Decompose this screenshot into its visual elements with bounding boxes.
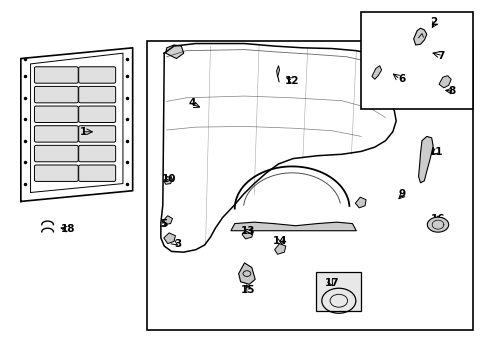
Polygon shape — [413, 28, 426, 45]
FancyBboxPatch shape — [34, 165, 78, 181]
Polygon shape — [163, 176, 172, 184]
Text: 18: 18 — [61, 224, 76, 234]
Text: 12: 12 — [284, 76, 298, 86]
Polygon shape — [230, 222, 356, 231]
Bar — [361, 12, 472, 109]
FancyBboxPatch shape — [34, 86, 78, 103]
Text: 2: 2 — [429, 17, 436, 27]
FancyBboxPatch shape — [79, 126, 116, 142]
Bar — [316, 272, 361, 311]
FancyBboxPatch shape — [79, 67, 116, 83]
Text: 14: 14 — [272, 237, 287, 247]
Text: 15: 15 — [240, 285, 255, 295]
Text: 3: 3 — [174, 239, 181, 249]
Polygon shape — [418, 136, 432, 183]
Polygon shape — [163, 216, 172, 224]
Polygon shape — [355, 197, 366, 208]
FancyBboxPatch shape — [34, 106, 78, 122]
FancyBboxPatch shape — [79, 86, 116, 103]
Polygon shape — [238, 263, 255, 284]
FancyBboxPatch shape — [79, 165, 116, 181]
Text: 7: 7 — [436, 51, 444, 61]
FancyBboxPatch shape — [79, 106, 116, 122]
Text: 17: 17 — [325, 278, 339, 288]
FancyBboxPatch shape — [79, 145, 116, 162]
Polygon shape — [438, 76, 450, 88]
Text: 13: 13 — [240, 226, 255, 236]
Polygon shape — [163, 233, 175, 244]
FancyBboxPatch shape — [34, 145, 78, 162]
Text: 10: 10 — [162, 174, 176, 184]
Text: 9: 9 — [397, 189, 405, 199]
Text: 8: 8 — [448, 86, 455, 96]
Text: 4: 4 — [188, 98, 196, 108]
FancyBboxPatch shape — [34, 126, 78, 142]
Text: 1: 1 — [80, 127, 87, 137]
Text: 6: 6 — [398, 74, 405, 84]
Polygon shape — [274, 244, 285, 254]
Bar — [147, 41, 472, 330]
Polygon shape — [165, 45, 183, 59]
Text: 5: 5 — [160, 219, 167, 229]
Polygon shape — [371, 66, 381, 79]
FancyBboxPatch shape — [34, 67, 78, 83]
Text: 16: 16 — [430, 214, 444, 224]
Polygon shape — [242, 229, 253, 239]
Polygon shape — [427, 217, 448, 232]
Polygon shape — [276, 66, 279, 77]
Text: 11: 11 — [428, 147, 443, 157]
